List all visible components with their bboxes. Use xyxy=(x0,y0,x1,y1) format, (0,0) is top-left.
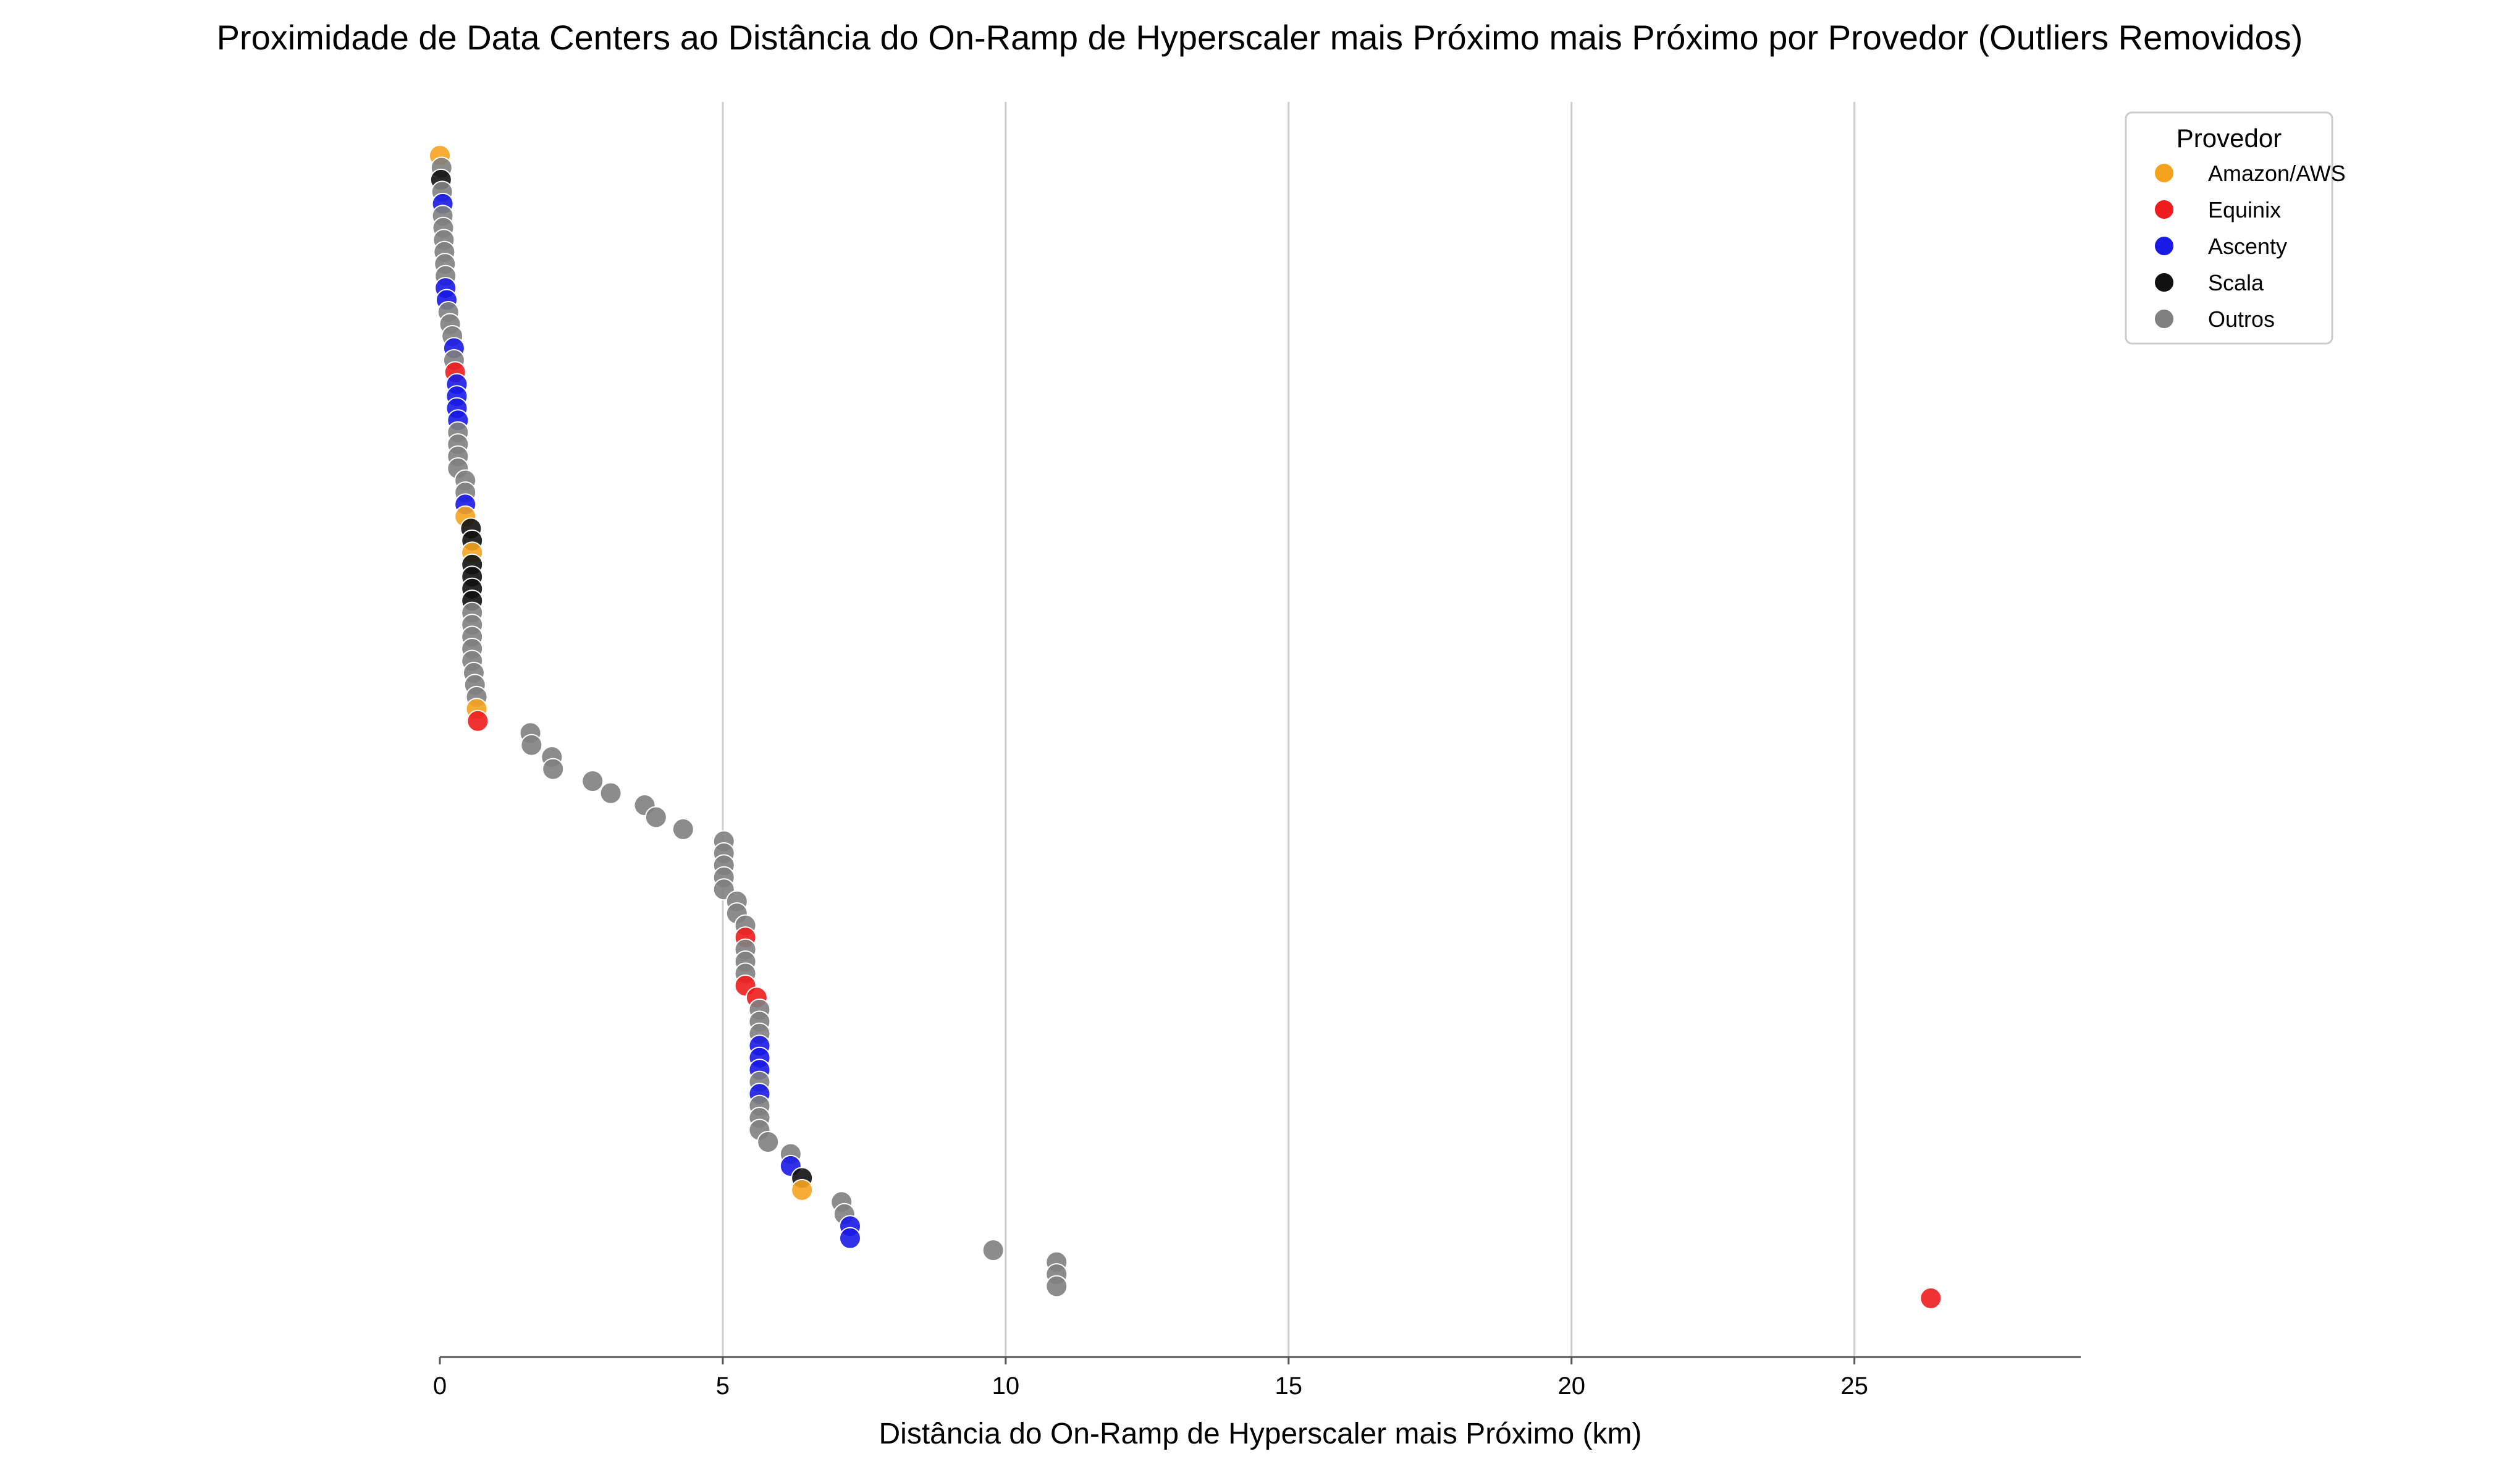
chart-title: Proximidade de Data Centers ao Distância… xyxy=(217,18,2303,57)
point-outros xyxy=(542,758,565,780)
x-tick-label: 10 xyxy=(992,1372,1020,1400)
legend-marker xyxy=(2154,199,2175,220)
point-ascenty xyxy=(839,1227,861,1249)
point-outros xyxy=(982,1239,1005,1262)
legend-marker xyxy=(2154,235,2175,256)
point-outros xyxy=(520,734,543,756)
legend-marker xyxy=(2154,272,2175,293)
point-equinix xyxy=(466,709,489,732)
legend-entries: Amazon/AWS Equinix Ascenty Scala Outros xyxy=(2154,161,2346,332)
point-outros xyxy=(581,770,604,793)
legend-label: Ascenty xyxy=(2208,234,2287,259)
point-outros xyxy=(1045,1275,1068,1298)
legend-label: Amazon/AWS xyxy=(2208,161,2346,186)
x-tick-label: 0 xyxy=(433,1372,447,1400)
x-grid xyxy=(722,102,1856,1357)
point-outros xyxy=(599,782,622,805)
x-axis-label: Distância do On-Ramp de Hyperscaler mais… xyxy=(879,1418,1641,1450)
x-tick-label: 20 xyxy=(1557,1372,1585,1400)
point-amazon-aws xyxy=(791,1178,814,1201)
legend-label: Scala xyxy=(2208,270,2264,295)
x-tick-label: 5 xyxy=(716,1372,730,1400)
point-outros xyxy=(757,1130,780,1153)
legend-label: Equinix xyxy=(2208,197,2281,222)
point-outros xyxy=(644,806,667,829)
legend-title: Provedor xyxy=(2177,124,2282,153)
legend-label: Outros xyxy=(2208,307,2275,332)
data-points xyxy=(429,145,1942,1309)
x-ticks: 0 5 10 15 20 25 xyxy=(433,1357,1868,1400)
point-equinix xyxy=(1919,1287,1942,1309)
legend-marker xyxy=(2154,163,2175,184)
legend-marker xyxy=(2154,308,2175,329)
legend-box xyxy=(2125,111,2333,345)
x-tick-label: 25 xyxy=(1840,1372,1868,1400)
legend: Provedor Amazon/AWS Equinix Ascenty Scala Ou… xyxy=(2125,111,2346,345)
x-tick-label: 15 xyxy=(1275,1372,1303,1400)
point-outros xyxy=(672,818,694,840)
